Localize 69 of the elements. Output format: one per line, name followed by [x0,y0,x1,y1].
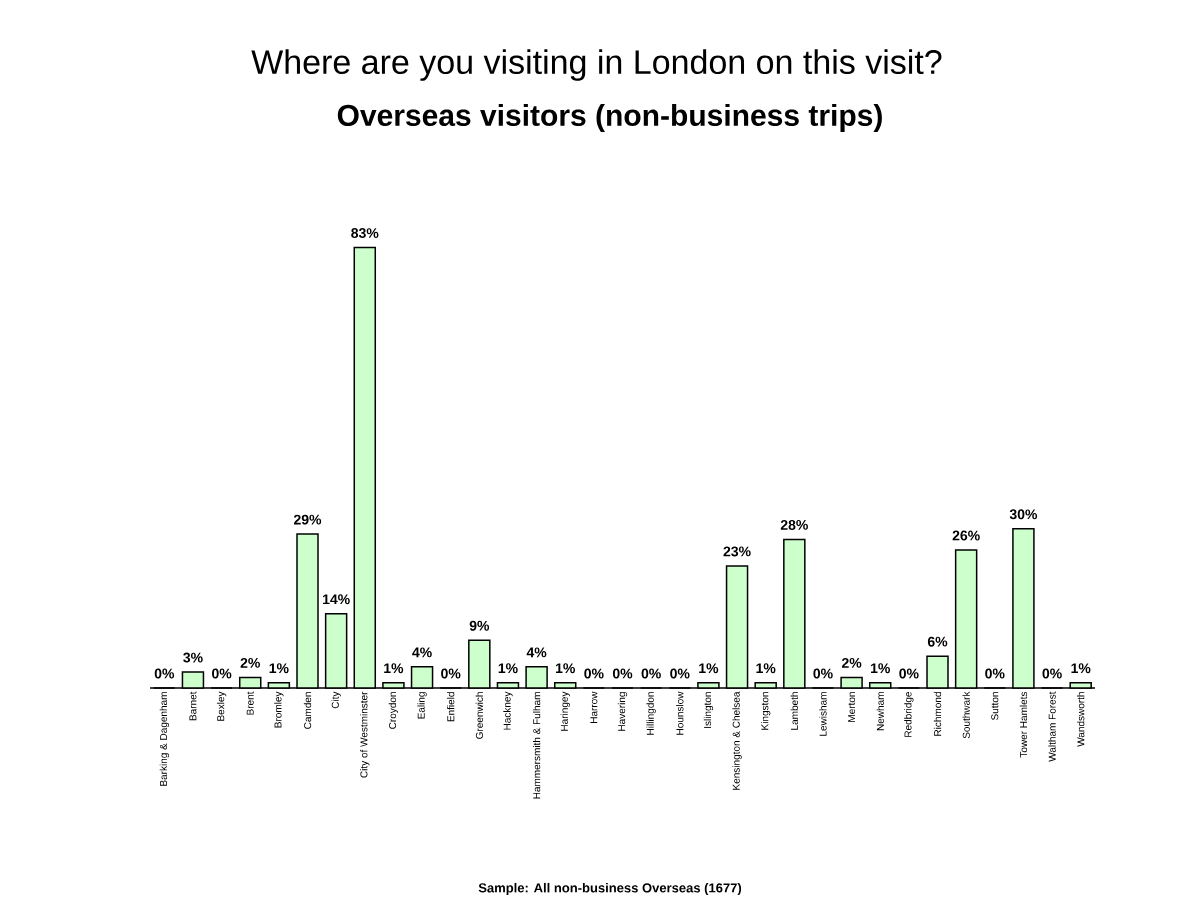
data-label: 0% [441,668,461,679]
x-tick-label: Ealing [417,692,427,719]
data-label: 9% [469,620,490,631]
x-tick-label: Tower Hamlets [1019,691,1028,758]
chart-title: Where are you visiting in London on this visit? [251,49,942,81]
x-tick-label: Bexley [216,691,227,721]
x-tick-label: Kingston [761,692,771,730]
data-label: 1% [384,663,404,674]
data-label: 2% [841,657,862,668]
data-label: 1% [699,663,719,674]
chart-subtitle: Overseas visitors (non-business trips) [337,104,882,132]
x-tick-label: Croydon [388,692,399,729]
x-tick-label: Merton [848,692,856,722]
x-tick-label: Richmond [933,692,942,736]
x-tick-label: Havering [617,692,628,731]
data-label: 2% [240,657,260,668]
x-tick-label: Camden [303,692,312,729]
data-label: 29% [293,514,322,525]
x-tick-label: Hammersmith & Fulham [532,692,541,799]
data-label: 0% [154,668,175,679]
data-label: 4% [412,647,432,658]
data-label: 23% [723,546,751,557]
data-label: 0% [899,668,919,679]
x-tick-label: Lambeth [790,692,798,730]
text: Sample: All non-business Overseas (1677) [478,882,742,896]
data-label: 0% [670,668,690,679]
data-label: 1% [498,663,518,674]
data-label: 30% [1009,509,1038,520]
data-label: 0% [584,668,604,679]
data-label: 4% [526,647,547,658]
data-label: 1% [1071,663,1091,674]
x-tick-label: Barnet [189,691,197,721]
x-tick-label: Sutton [991,692,999,720]
data-label: 0% [985,668,1005,679]
x-tick-label: Haringey [560,691,570,731]
data-label: 1% [269,663,289,674]
x-tick-label: Greenwich [475,692,483,739]
data-label: 0% [641,668,661,679]
x-tick-label: Southwark [962,691,970,739]
x-tick-label: Enfield [447,692,455,722]
data-label: 6% [927,636,948,647]
data-label: 26% [952,530,980,541]
x-tick-label: Hillingdon [646,692,656,735]
x-tick-label: Brent [246,691,254,715]
x-tick-label: Hounslow [676,691,684,735]
x-tick-label: Harrow [590,691,598,723]
data-label: 0% [212,668,232,679]
x-tick-label: Bromley [274,691,284,728]
x-tick-label: Lewisham [819,692,827,736]
data-label: 1% [871,663,890,674]
data-label: 14% [323,594,350,605]
x-tick-label: Newham [876,692,884,731]
data-label: 0% [813,668,833,679]
data-label: 0% [1042,668,1062,679]
x-tick-label: Kensington & Chelsea [732,691,742,790]
data-label: 3% [183,652,203,663]
data-label: 28% [780,519,808,530]
data-label: 1% [555,663,575,674]
x-tick-label: Wandsworth [1077,692,1085,747]
data-label: 0% [612,668,633,679]
x-tick-label: Barking & Dagenham [159,692,169,786]
x-tick-label: Hackney [503,691,513,730]
x-tick-label: City [331,691,341,709]
data-label: 83% [351,228,379,239]
x-tick-label: City of Westminster [360,691,370,778]
x-tick-label: Redbridge [904,691,914,737]
x-tick-label: Waltham Forest [1048,691,1056,762]
data-label: 1% [756,663,776,674]
x-tick-label: Islington [703,692,714,728]
